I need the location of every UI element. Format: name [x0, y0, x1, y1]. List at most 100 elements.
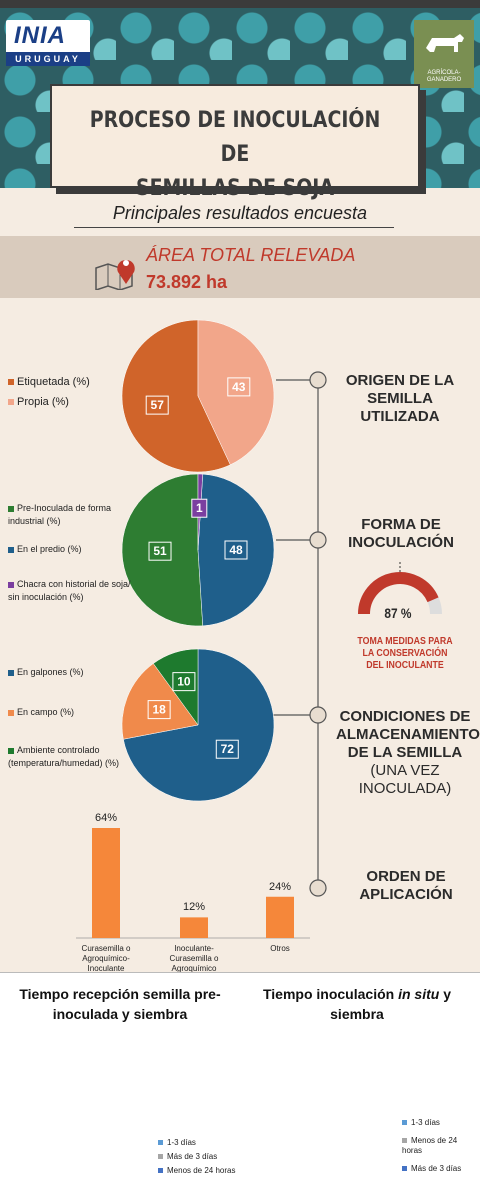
title-line-1: PROCESO DE INOCULACIÓN DE: [89, 108, 381, 167]
legend-item-campo: En campo (%): [8, 706, 138, 719]
data-label-box: [215, 739, 239, 759]
right-title-italic: in situ: [398, 986, 440, 1002]
bar: [180, 917, 208, 938]
data-label: 57: [151, 398, 165, 412]
cow-icon: [426, 34, 464, 52]
area-band: [0, 236, 480, 298]
data-label-box: [147, 700, 171, 720]
top-bar: [0, 0, 480, 8]
right-title-part2: y siembra: [330, 986, 451, 1022]
legend-swatch: [8, 709, 14, 716]
gauge-fill: [358, 572, 439, 615]
legend-tiempo-in-situ: 1-3 días Menos de 24 horas Más de 3 días: [402, 1116, 476, 1176]
bar-value-label: 64%: [94, 812, 118, 824]
timeline: [270, 371, 327, 897]
area-label: ÁREA TOTAL RELEVADA: [146, 245, 356, 265]
bottom-right-title: Tiempo inoculación in situ y siembra: [244, 984, 470, 1024]
subtitle: Principales resultados encuesta: [112, 203, 368, 223]
legend-label: Menos de 24 horas: [402, 1136, 458, 1155]
legend-label: En campo (%): [17, 707, 75, 717]
section-forma: FORMA DE INOCULACIÓN: [348, 516, 454, 551]
legend-label: En el predio (%): [17, 544, 82, 554]
data-label: 72: [221, 742, 235, 756]
data-label-box: [191, 498, 208, 518]
legend-label: Ambiente controlado (temperatura/humedad…: [8, 745, 120, 768]
section-orden: ORDEN DE APLICACIÓN: [359, 868, 453, 903]
data-label: 18: [152, 703, 166, 717]
gauge: [358, 562, 442, 615]
legend-label: Más de 3 días: [167, 1152, 218, 1161]
legend-swatch: [402, 1120, 407, 1126]
legend-label: 1-3 días: [167, 1138, 196, 1147]
bar-category-label: Inoculante- Curasemilla o Agroquímico: [169, 944, 219, 973]
pie-almacenamiento: 72 18 10: [121, 648, 275, 802]
gauge-value: 87 %: [384, 605, 412, 621]
legend-item: Menos de 24 horas: [402, 1136, 476, 1156]
legend-label: Etiquetada (%): [17, 376, 90, 388]
partner-label: AGRÍCOLA-GANADERO: [426, 70, 462, 83]
legend-item-etiquetada: Etiquetada (%): [8, 376, 138, 389]
legend-swatch: [402, 1166, 407, 1172]
legend-swatch: [8, 505, 14, 512]
legend-swatch: [158, 1140, 163, 1146]
data-label-box: [145, 395, 169, 415]
legend-item: Más de 3 días: [402, 1162, 476, 1176]
bar-category-label: Curasemilla o Agroquímico- Inoculante: [81, 944, 131, 973]
right-title-part1: Tiempo inoculación: [262, 986, 399, 1002]
legend-label: En galpones (%): [17, 667, 84, 677]
legend-item-galpones: En galpones (%): [8, 666, 138, 679]
section-almacenamiento: CONDICIONES DE ALMACENAMIENTO DE LA SEMI…: [336, 708, 480, 798]
data-label: 1: [196, 501, 203, 515]
legend-item: Menos de 24 horas: [158, 1164, 236, 1178]
legend-item-chacra: Chacra con historial de soja/ sin inocul…: [8, 578, 138, 604]
data-label: 48: [229, 543, 243, 557]
legend-item-predio: En el predio (%): [8, 543, 138, 556]
bar: [92, 828, 120, 938]
legend-tiempo-recepcion: 1-3 días Más de 3 días Menos de 24 horas: [158, 1136, 236, 1178]
legend-swatch: [8, 747, 14, 754]
legend-swatch: [8, 399, 14, 406]
title-card: PROCESO DE INOCULACIÓN DE SEMILLAS DE SO…: [50, 84, 420, 201]
pie-forma: 51 48 1: [121, 473, 275, 627]
data-label-box: [172, 672, 196, 692]
subtitle-underline: [74, 227, 394, 228]
legend-label: Pre-Inoculada de forma industrial (%): [8, 503, 112, 526]
legend-item: 1-3 días: [158, 1136, 236, 1150]
legend-item: 1-3 días: [402, 1116, 476, 1130]
bar-chart-orden: [76, 828, 310, 939]
bar-category-label: Otros: [270, 944, 290, 953]
inia-logo: INIA URUGUAY: [6, 20, 90, 66]
bottom-left-title: Tiempo recepción semilla pre-inoculada y…: [19, 986, 221, 1022]
bar-value-label: 24%: [268, 880, 292, 893]
legend-swatch: [158, 1168, 163, 1174]
bar: [266, 896, 294, 938]
gauge-text: TOMA MEDIDAS PARA LA CONSERVACIÓN DEL IN…: [357, 636, 453, 671]
legend-swatch: [8, 581, 14, 588]
section-almacenamiento-sub: (UNA VEZ INOCULADA): [358, 762, 452, 797]
legend-item-ambiente: Ambiente controlado (temperatura/humedad…: [8, 744, 128, 770]
legend-swatch: [8, 669, 14, 676]
data-label: 51: [153, 544, 167, 558]
legend-item-propia: Propia (%): [8, 396, 138, 409]
data-label: 43: [232, 380, 246, 394]
map-pin-icon: [95, 260, 135, 290]
bar-value-label: 12%: [182, 901, 206, 914]
data-label-box: [224, 540, 248, 560]
data-label: 10: [177, 675, 191, 689]
pie-origen: 57 43: [121, 319, 275, 473]
title-line-2: SEMILLAS DE SOJA: [135, 176, 334, 201]
data-label-box: [227, 377, 251, 397]
legend-label: Propia (%): [17, 396, 69, 408]
legend-swatch: [402, 1138, 407, 1144]
data-label-box: [148, 541, 172, 561]
legend-label: Chacra con historial de soja/ sin inocul…: [8, 579, 131, 602]
legend-label: Menos de 24 horas: [167, 1166, 236, 1175]
logo-country: URUGUAY: [6, 52, 90, 66]
legend-item-preinoculada: Pre-Inoculada de forma industrial (%): [8, 502, 138, 528]
legend-label: Más de 3 días: [411, 1164, 462, 1173]
legend-swatch: [8, 379, 14, 386]
legend-label: 1-3 días: [411, 1118, 440, 1127]
section-origen: ORIGEN DE LA SEMILLA UTILIZADA: [345, 372, 455, 425]
legend-swatch: [158, 1154, 163, 1160]
logo-text: INIA: [14, 22, 66, 49]
